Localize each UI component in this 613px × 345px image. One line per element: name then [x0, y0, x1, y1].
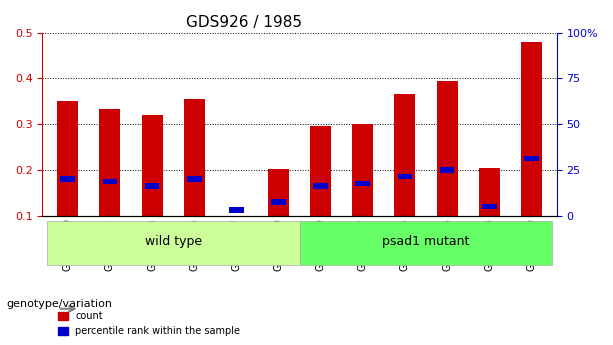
- Bar: [440, 167, 454, 172]
- Bar: [479, 168, 500, 216]
- Bar: [352, 124, 373, 216]
- Text: psad1 mutant: psad1 mutant: [383, 235, 470, 248]
- Text: GDS926 / 1985: GDS926 / 1985: [186, 15, 302, 30]
- Text: genotype/variation: genotype/variation: [6, 299, 112, 308]
- Bar: [99, 109, 120, 216]
- Bar: [229, 207, 244, 213]
- Bar: [142, 115, 162, 216]
- Bar: [521, 42, 542, 216]
- Bar: [187, 176, 202, 182]
- Bar: [145, 183, 159, 189]
- Bar: [310, 126, 331, 216]
- Bar: [268, 169, 289, 216]
- Bar: [61, 176, 75, 182]
- Bar: [313, 183, 328, 189]
- Bar: [184, 99, 205, 216]
- FancyBboxPatch shape: [47, 221, 300, 265]
- Bar: [271, 199, 286, 205]
- Bar: [394, 94, 416, 216]
- FancyBboxPatch shape: [300, 221, 552, 265]
- Bar: [356, 181, 370, 186]
- Legend: count, percentile rank within the sample: count, percentile rank within the sample: [54, 307, 244, 340]
- Text: wild type: wild type: [145, 235, 202, 248]
- Bar: [436, 81, 458, 216]
- Bar: [398, 174, 413, 179]
- Bar: [524, 156, 539, 161]
- Bar: [102, 178, 117, 184]
- Bar: [482, 204, 497, 209]
- Bar: [57, 101, 78, 216]
